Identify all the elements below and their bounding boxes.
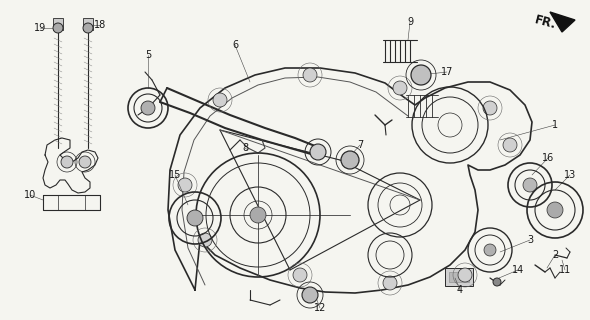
Text: 3: 3 <box>527 235 533 245</box>
Circle shape <box>484 244 496 256</box>
Text: 11: 11 <box>559 265 571 275</box>
Text: 8: 8 <box>242 143 248 153</box>
Circle shape <box>483 101 497 115</box>
Text: 14: 14 <box>512 265 524 275</box>
Circle shape <box>79 156 91 168</box>
Circle shape <box>493 278 501 286</box>
Text: 18: 18 <box>94 20 106 30</box>
Text: 13: 13 <box>564 170 576 180</box>
Circle shape <box>458 268 472 282</box>
Bar <box>83 18 93 30</box>
Circle shape <box>310 144 326 160</box>
Text: 17: 17 <box>441 67 453 77</box>
Text: 4: 4 <box>457 285 463 295</box>
Text: 9: 9 <box>407 17 413 27</box>
Circle shape <box>293 268 307 282</box>
Bar <box>53 18 63 30</box>
Circle shape <box>61 156 73 168</box>
Circle shape <box>411 65 431 85</box>
Text: 19: 19 <box>34 23 46 33</box>
Circle shape <box>341 151 359 169</box>
Circle shape <box>523 178 537 192</box>
Polygon shape <box>550 12 575 32</box>
Circle shape <box>383 276 397 290</box>
Circle shape <box>198 233 212 247</box>
Bar <box>445 268 473 286</box>
Text: 7: 7 <box>357 140 363 150</box>
Circle shape <box>213 93 227 107</box>
Circle shape <box>503 138 517 152</box>
Circle shape <box>141 101 155 115</box>
Text: 1: 1 <box>552 120 558 130</box>
Text: 10: 10 <box>24 190 36 200</box>
Circle shape <box>83 23 93 33</box>
Circle shape <box>393 81 407 95</box>
Circle shape <box>303 68 317 82</box>
Circle shape <box>178 178 192 192</box>
Circle shape <box>187 210 203 226</box>
Text: 12: 12 <box>314 303 326 313</box>
Text: 16: 16 <box>542 153 554 163</box>
Circle shape <box>250 207 266 223</box>
Circle shape <box>302 287 318 303</box>
Text: FR.: FR. <box>533 13 558 31</box>
Text: 15: 15 <box>169 170 181 180</box>
Text: 5: 5 <box>145 50 151 60</box>
Circle shape <box>53 23 63 33</box>
Bar <box>449 272 469 282</box>
Circle shape <box>547 202 563 218</box>
Text: 6: 6 <box>232 40 238 50</box>
Text: 2: 2 <box>552 250 558 260</box>
